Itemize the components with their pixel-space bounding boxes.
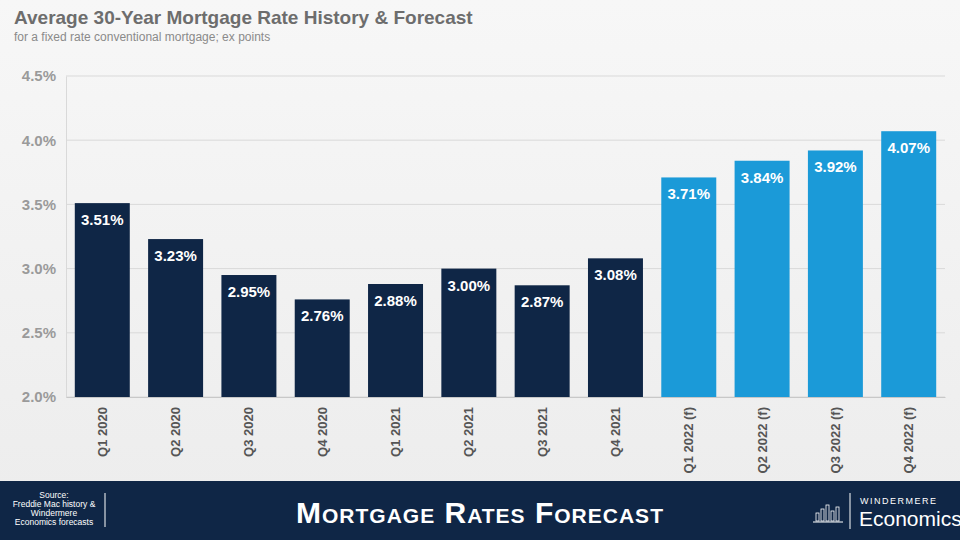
tick: 3.0% (22, 260, 56, 277)
tick-label: Q1 2021 (388, 407, 403, 457)
tick-label: Q2 2022 (f) (755, 407, 770, 473)
logo-bar (826, 505, 829, 521)
bar (735, 161, 790, 397)
bar (75, 203, 130, 397)
tick-label: Q1 2020 (95, 407, 110, 457)
tick-label: Q4 2021 (608, 407, 623, 457)
logo-bar (831, 511, 834, 521)
source: Source:Freddie Mac history &WindermereEc… (13, 490, 96, 527)
grid-line (66, 140, 945, 141)
tick-label: 2.5% (22, 324, 56, 341)
axis-line (67, 397, 946, 398)
bars (75, 131, 936, 397)
tick-label: 2.0% (22, 388, 56, 405)
tick: Q2 2021 (461, 407, 476, 457)
tick: 4.0% (22, 132, 56, 149)
tick: Q4 2020 (315, 407, 330, 457)
data-label: 3.71% (668, 185, 711, 202)
tick: 2.0% (22, 388, 56, 405)
tick: Q2 2020 (168, 407, 183, 457)
grid-line (66, 76, 945, 77)
footer: Source:Freddie Mac history &WindermereEc… (0, 481, 960, 540)
tick: Q4 2022 (f) (901, 407, 916, 473)
bar (515, 285, 570, 397)
background (0, 0, 960, 540)
tick: 2.5% (22, 324, 56, 341)
bar (295, 299, 350, 397)
data-label: 3.23% (154, 247, 197, 264)
source-line: Economics forecasts (15, 517, 93, 527)
tick: Q1 2021 (388, 407, 403, 457)
logo-bar (836, 507, 839, 521)
data-label: 3.08% (594, 266, 637, 283)
y-axis: 2.0% 2.5% 3.0% 3.5% 4.0% 4.5% (22, 67, 67, 405)
tick-label: 3.5% (22, 196, 56, 213)
tick: Q3 2022 (f) (828, 407, 843, 473)
brand: WINDERMERE (860, 496, 938, 506)
tick: Q3 2021 (535, 407, 550, 457)
tick-label: 3.0% (22, 260, 56, 277)
data-labels: 3.51% 3.23% 2.95% 2.76% 2.88% 3.00% 2.87% 3.08%… (81, 139, 930, 324)
tick-label: 4.0% (22, 132, 56, 149)
tick-label: 4.5% (22, 67, 56, 84)
bar (881, 131, 936, 397)
data-label: 2.88% (374, 292, 417, 309)
logo-bar (816, 513, 819, 521)
tick: Q2 2022 (f) (755, 407, 770, 473)
tick-label: Q4 2022 (f) (901, 407, 916, 473)
grid (66, 76, 945, 397)
data-label: 3.00% (448, 277, 491, 294)
tick: Q3 2020 (241, 407, 256, 457)
data-label: 3.92% (814, 158, 857, 175)
tick: 4.5% (22, 67, 56, 84)
logo-bar (821, 509, 824, 521)
tick-label: Q4 2020 (315, 407, 330, 457)
tick-label: Q2 2021 (461, 407, 476, 457)
x-axis: Q1 2020 Q2 2020 Q3 2020 Q4 2020 Q1 2021 Q2 20… (67, 398, 946, 474)
bar (441, 269, 496, 397)
logo-icon (813, 505, 843, 522)
banner: Mortgage Rates Forecast (296, 496, 664, 529)
axis-line (66, 77, 67, 398)
footer-band (0, 481, 960, 540)
data-label: 4.07% (887, 139, 930, 156)
bar (588, 258, 643, 397)
tick-label: Q3 2022 (f) (828, 407, 843, 473)
data-label: 3.84% (741, 169, 784, 186)
bar (368, 284, 423, 397)
title: Average 30-Year Mortgage Rate History & … (14, 7, 473, 28)
brand-sub: Economics (859, 507, 960, 530)
bar (661, 177, 716, 397)
bar (148, 239, 203, 397)
tick: Q4 2021 (608, 407, 623, 457)
bar (808, 150, 863, 397)
tick: Q1 2022 (f) (681, 407, 696, 473)
tick-label: Q3 2021 (535, 407, 550, 457)
data-label: 2.76% (301, 307, 344, 324)
separator (105, 493, 106, 527)
tick: 3.5% (22, 196, 56, 213)
bar (221, 275, 276, 397)
tick-label: Q1 2022 (f) (681, 407, 696, 473)
tick: Q1 2020 (95, 407, 110, 457)
chart: Average 30-Year Mortgage Rate History & … (0, 0, 960, 540)
tick-label: Q3 2020 (241, 407, 256, 457)
data-label: 3.51% (81, 211, 124, 228)
subtitle: for a fixed rate conventional mortgage; … (14, 30, 270, 44)
data-label: 2.95% (228, 283, 271, 300)
logo-base (813, 522, 843, 523)
data-label: 2.87% (521, 293, 564, 310)
tick-label: Q2 2020 (168, 407, 183, 457)
separator (850, 493, 851, 529)
